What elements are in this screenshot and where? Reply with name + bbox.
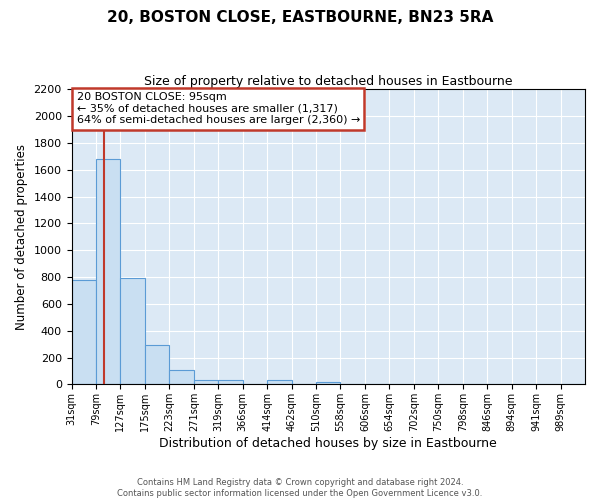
Text: 20 BOSTON CLOSE: 95sqm
← 35% of detached houses are smaller (1,317)
64% of semi-: 20 BOSTON CLOSE: 95sqm ← 35% of detached… xyxy=(77,92,360,126)
Bar xyxy=(96,159,121,384)
Text: Contains HM Land Registry data © Crown copyright and database right 2024.
Contai: Contains HM Land Registry data © Crown c… xyxy=(118,478,482,498)
Bar xyxy=(121,278,145,384)
Bar xyxy=(145,345,169,385)
Y-axis label: Number of detached properties: Number of detached properties xyxy=(15,144,28,330)
Bar xyxy=(267,380,292,384)
Title: Size of property relative to detached houses in Eastbourne: Size of property relative to detached ho… xyxy=(144,75,512,88)
Text: 20, BOSTON CLOSE, EASTBOURNE, BN23 5RA: 20, BOSTON CLOSE, EASTBOURNE, BN23 5RA xyxy=(107,10,493,25)
Bar xyxy=(218,380,242,384)
Bar xyxy=(71,280,96,384)
Bar xyxy=(169,370,194,384)
Bar xyxy=(194,380,218,384)
Bar xyxy=(316,382,340,384)
X-axis label: Distribution of detached houses by size in Eastbourne: Distribution of detached houses by size … xyxy=(160,437,497,450)
